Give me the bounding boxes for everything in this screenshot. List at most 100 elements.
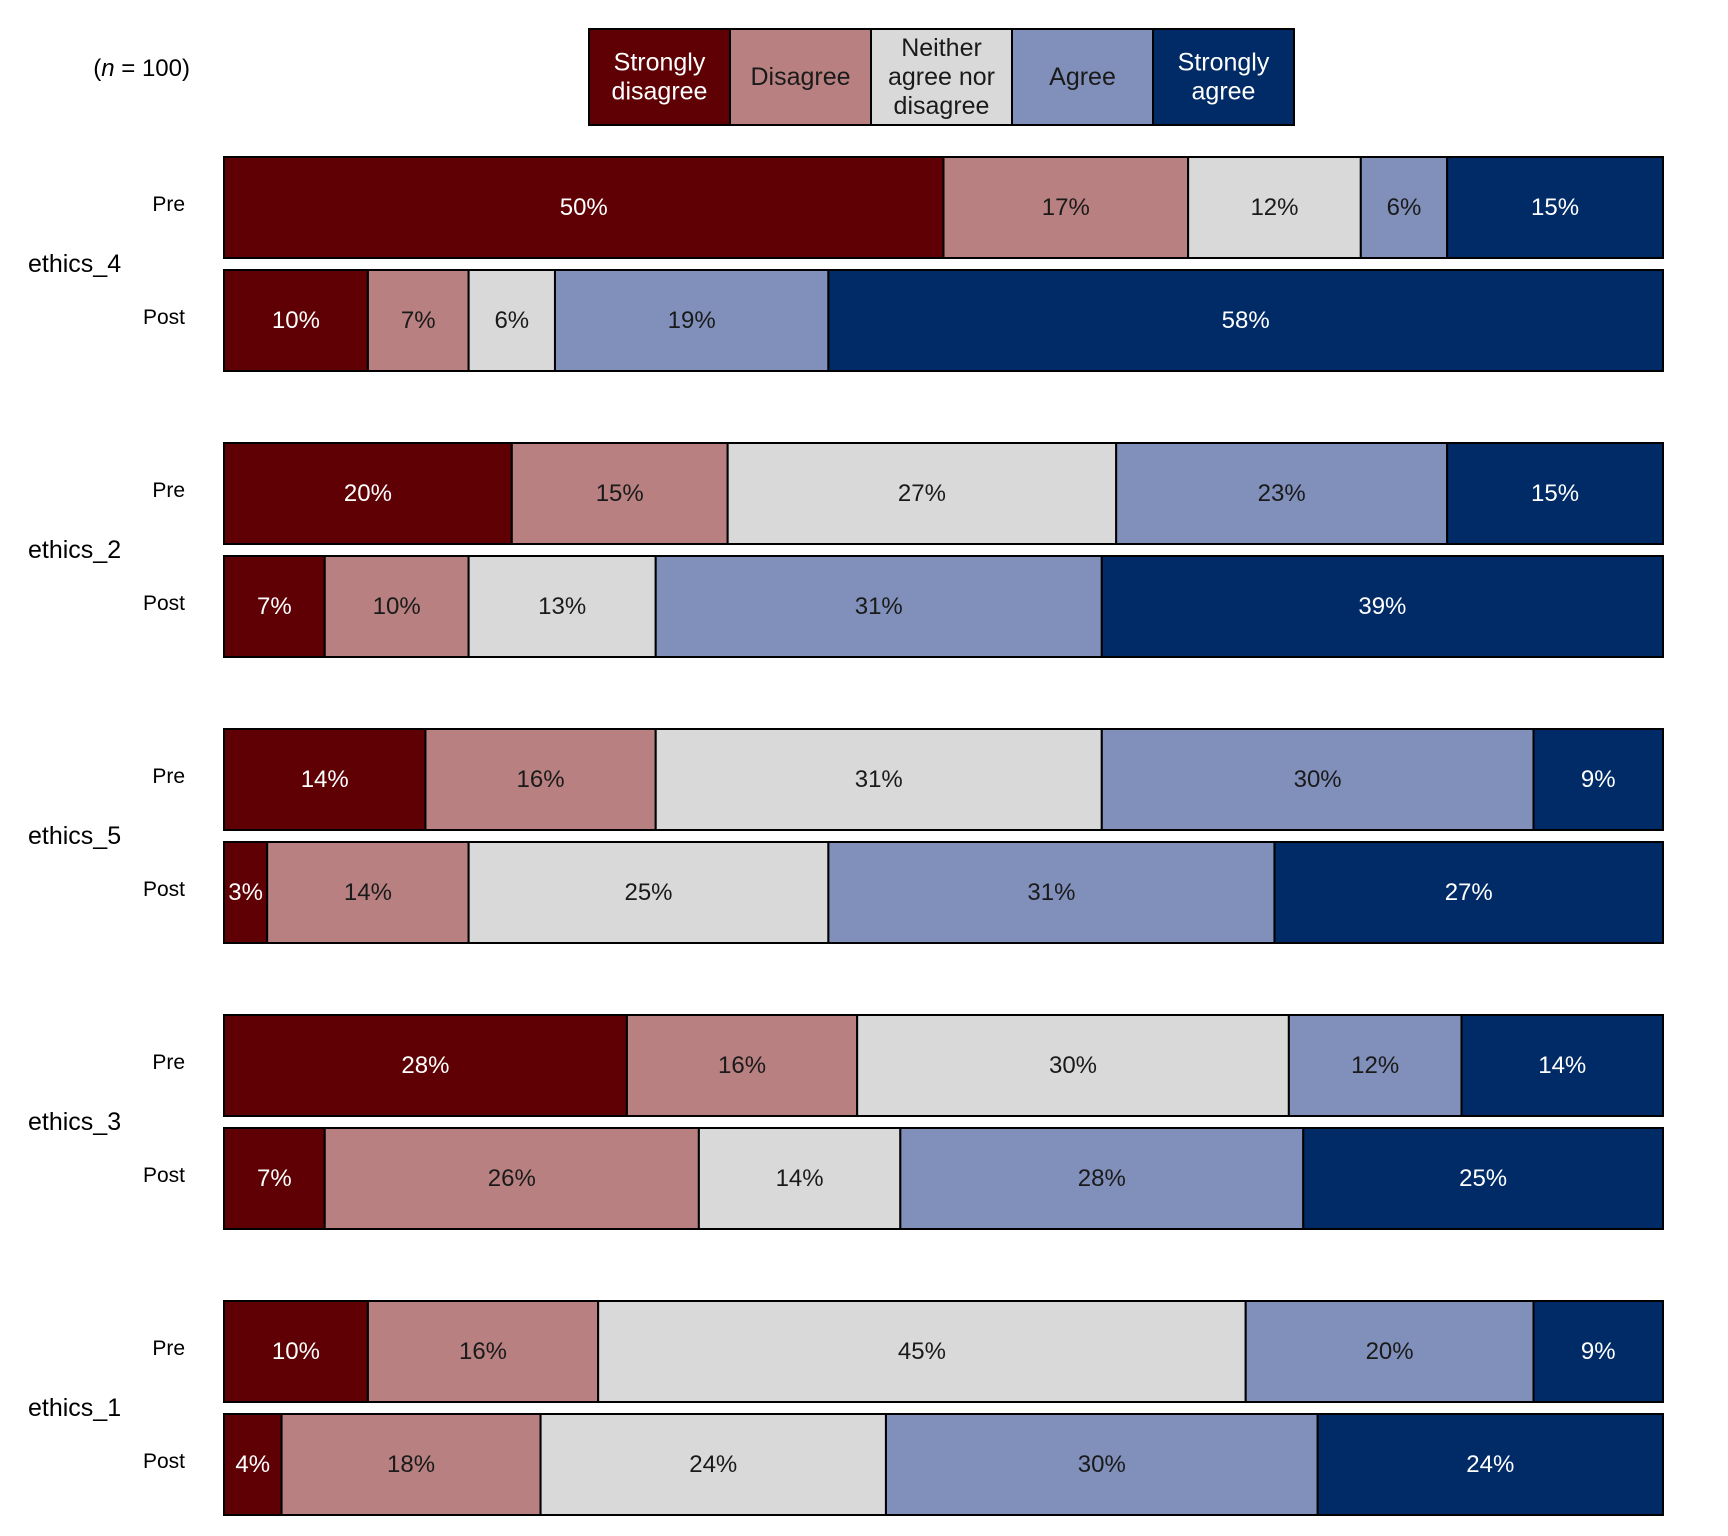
data-label: 15% [1531,194,1579,221]
bar-segment [1273,841,1664,944]
bar-segment [1302,1127,1664,1230]
legend-swatch [870,28,1013,126]
bar-label: Pre [152,1051,185,1074]
data-label: 12% [1351,1052,1399,1079]
bar-segment [223,1127,326,1230]
data-label: 25% [624,879,672,906]
data-label: 9% [1581,1338,1616,1365]
bar-segment [223,1413,283,1516]
bar-segment [424,728,657,831]
legend-swatch [588,28,731,126]
bar-segment [1359,156,1449,259]
legend-item: Disagree [729,28,872,126]
bar-segment [827,841,1276,944]
data-label: 14% [1538,1052,1586,1079]
data-label: 15% [1531,480,1579,507]
group-ethics_3: ethics_3 Pre 28% 16% 30% 12% 14% Post 7% 26% 14% 28… [28,1014,1665,1230]
data-label: 30% [1294,766,1342,793]
data-label: 7% [257,1165,292,1192]
bar-segment [1100,555,1665,658]
legend-label: Disagree [750,63,850,91]
bar-segment [1244,1300,1535,1403]
data-label: 10% [272,1338,320,1365]
bar-label: Post [143,306,185,329]
bar-ethics_4-pre: Pre 50% 17% 12% 6% 15% [152,156,1665,259]
data-label: 17% [1042,194,1090,221]
data-label: 31% [855,766,903,793]
bar-segment [697,1127,902,1230]
data-label: 14% [344,879,392,906]
bar-segment [1460,1014,1665,1117]
bar-ethics_3-post: Post 7% 26% 14% 28% 25% [143,1127,1664,1230]
data-label: 7% [401,307,436,334]
legend-swatch [1152,28,1295,126]
bar-segment [223,1300,369,1403]
bar-ethics_4-post: Post 10% 7% 6% 19% 58% [143,269,1664,372]
bar-label: Post [143,592,185,615]
data-label: 25% [1459,1165,1507,1192]
bar-segment [510,442,729,545]
bar-segment [726,442,1118,545]
data-label: 16% [459,1338,507,1365]
data-label: 9% [1581,766,1616,793]
bar-segment [1532,728,1664,831]
data-label: 6% [494,307,529,334]
data-label: 26% [488,1165,536,1192]
bar-segment [625,1014,859,1117]
bar-ethics_1-post: Post 4% 18% 24% 30% 24% [143,1413,1664,1516]
bar-segment [1446,156,1665,259]
legend-label: agree [1192,78,1256,106]
data-label: 3% [228,879,263,906]
bar-ethics_2-post: Post 7% 10% 13% 31% 39% [143,555,1665,658]
data-label: 30% [1078,1451,1126,1478]
legend-swatch [729,28,872,126]
bar-segment [827,269,1664,372]
data-label: 31% [855,593,903,620]
bar-segment [1100,728,1535,831]
bar-segment [223,555,326,658]
data-label: 14% [301,766,349,793]
bar-ethics_2-pre: Pre 20% 15% 27% 23% 15% [152,442,1665,545]
data-label: 16% [517,766,565,793]
data-label: 24% [1466,1451,1514,1478]
data-label: 6% [1387,194,1422,221]
bar-segment [467,555,657,658]
plot-area: ethics_4 Pre 50% 17% 12% 6% 15% Post 10% 7% 6% 19% 5… [28,156,1665,1516]
bar-segment [223,841,269,944]
data-label: 39% [1358,593,1406,620]
sample-size-label: (n = 100) [93,55,190,82]
bar-segment [884,1413,1319,1516]
data-label: 20% [344,480,392,507]
bar-ethics_5-pre: Pre 14% 16% 31% 30% 9% [152,728,1664,831]
legend-item: Agree [1011,28,1154,126]
group-ethics_5: ethics_5 Pre 14% 16% 31% 30% 9% Post 3% 14% 25% 31%… [28,728,1664,944]
bar-segment [1187,156,1362,259]
bar-segment [539,1413,887,1516]
bar-ethics_3-pre: Pre 28% 16% 30% 12% 14% [152,1014,1665,1117]
bar-segment [1532,1300,1664,1403]
bar-segment [1115,442,1449,545]
data-label: 16% [718,1052,766,1079]
data-label: 4% [235,1451,270,1478]
group-ethics_2: ethics_2 Pre 20% 15% 27% 23% 15% Post 7% 10% 13% 31… [28,442,1665,658]
group-label: ethics_2 [28,536,121,564]
bar-segment [942,156,1190,259]
bar-label: Pre [152,1337,185,1360]
bar-segment [323,1127,700,1230]
data-label: 7% [257,593,292,620]
data-label: 24% [689,1451,737,1478]
legend-label: Strongly [1178,49,1270,77]
bar-segment [366,269,470,372]
data-label: 31% [1027,879,1075,906]
bar-label: Post [143,1164,185,1187]
bar-segment [1446,442,1665,545]
group-ethics_1: ethics_1 Pre 10% 16% 45% 20% 9% Post 4% 18% 24% 30%… [28,1300,1664,1516]
group-label: ethics_1 [28,1394,121,1422]
data-label: 50% [560,194,608,221]
legend-label: disagree [894,92,990,120]
bar-segment [366,1300,600,1403]
